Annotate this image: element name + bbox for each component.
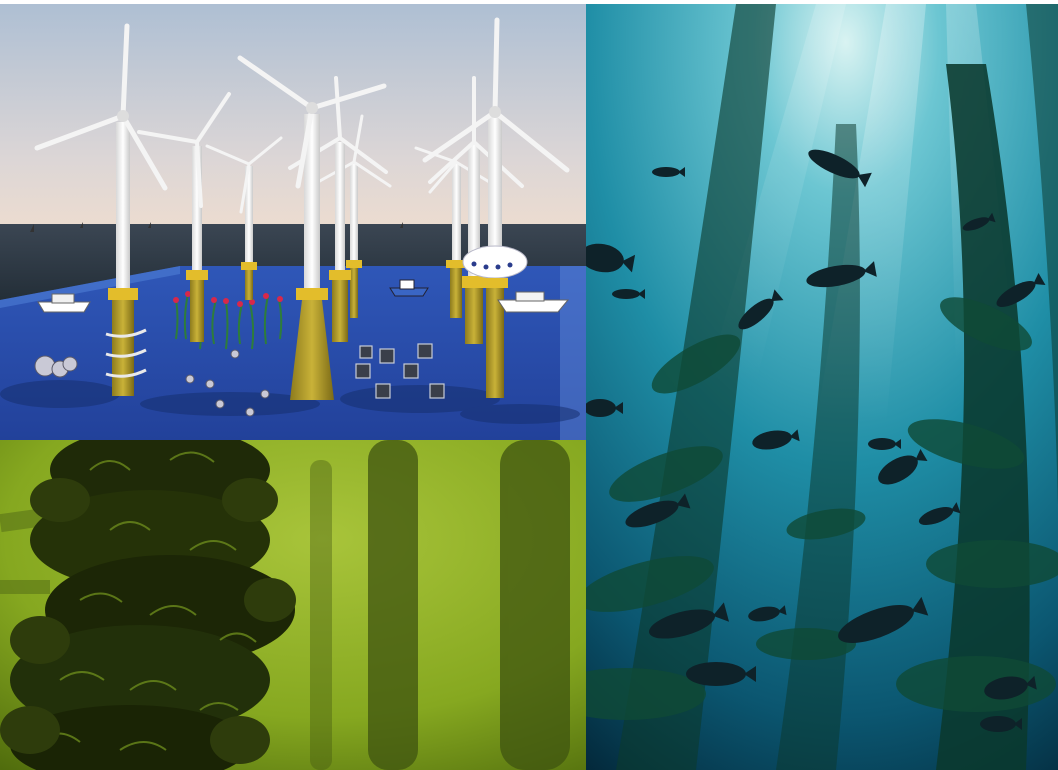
mussel-longline-underwater-photo bbox=[0, 440, 586, 770]
service-boats bbox=[37, 279, 570, 313]
wind-turbines bbox=[34, 17, 570, 400]
mussel-scene bbox=[0, 440, 586, 770]
seabed-texture bbox=[0, 380, 580, 424]
wind-farm-scene bbox=[0, 4, 586, 440]
seaweed-buoys bbox=[173, 291, 283, 307]
distant-mussel-ropes bbox=[310, 440, 570, 770]
distant-sailboats bbox=[30, 222, 403, 232]
shellfish-clusters bbox=[34, 349, 270, 417]
offshore-wind-farm-illustration bbox=[0, 4, 586, 440]
kelp-fronds bbox=[586, 297, 1058, 720]
kelp-forest-with-fish-photo bbox=[586, 4, 1058, 770]
fish-school bbox=[586, 149, 1046, 732]
mussel-cluster-foreground bbox=[0, 440, 296, 770]
kelp-scene bbox=[586, 4, 1058, 770]
aquaculture-cages bbox=[355, 343, 445, 399]
